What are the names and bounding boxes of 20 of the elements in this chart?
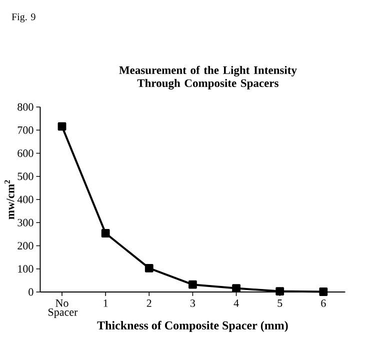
x-tick-label: 4 [234,300,239,307]
y-tick-label: 500 [18,172,34,180]
x-tick-label: 2 [146,300,152,307]
x-tick-label: 1 [104,300,108,307]
caption: Fig. 9 [12,14,36,22]
x-tick-label: No Spacer [48,300,78,318]
x-axis-title: Thickness of Composite Spacer (mm) [97,320,288,332]
y-tick-label: 700 [18,126,34,134]
x-tick-label: 3 [190,300,196,307]
y-axis-title: mw/cm$^{2}$ [4,180,14,220]
y-tick-label: 0 [28,288,34,296]
y-tick-label: 100 [18,265,34,273]
y-tick-label: 400 [17,196,34,204]
x-tick-label: 6 [321,300,326,307]
y-tick-label: 300 [18,218,34,226]
chart-title: Measurement of the Light Intensity Through Composite Spacers [119,66,297,90]
x-tick-label: 5 [278,300,282,307]
y-tick-label: 200 [18,242,34,250]
y-tick-label: 800 [18,103,34,111]
y-tick-label: 600 [18,150,34,157]
